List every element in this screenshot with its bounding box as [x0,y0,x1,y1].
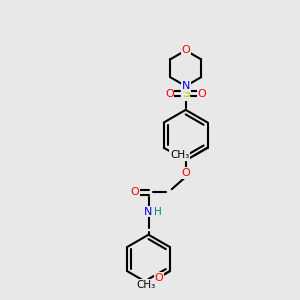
Text: O: O [165,88,174,98]
Text: O: O [131,187,140,197]
Text: S: S [182,87,190,100]
Text: O: O [181,45,190,56]
Text: CH₃: CH₃ [136,280,156,290]
Text: O: O [154,272,163,283]
Text: H: H [154,206,161,217]
Text: O: O [181,168,190,178]
Text: CH₃: CH₃ [170,150,189,160]
Text: N: N [182,81,190,91]
Text: O: O [198,88,206,98]
Text: N: N [144,206,153,217]
